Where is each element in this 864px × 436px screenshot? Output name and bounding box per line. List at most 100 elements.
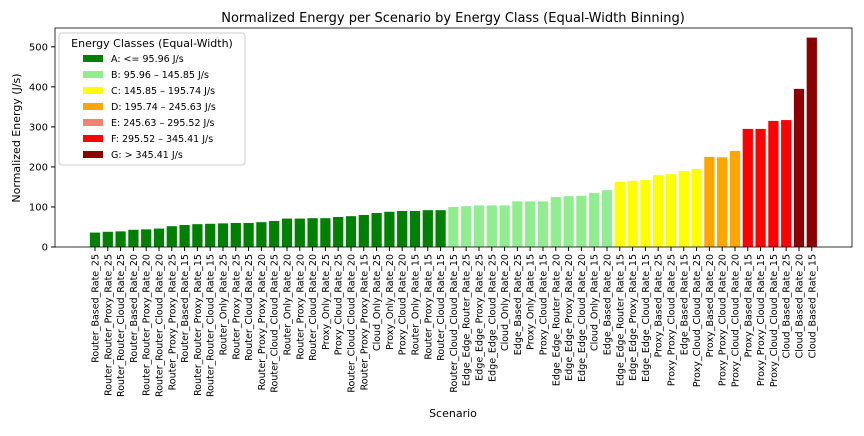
x-tick-label: Proxy_Proxy_Cloud_Rate_25 [667,254,678,386]
x-tick-label: Edge_Edge_Cloud_Rate_20 [577,254,588,382]
x-tick-label: Cloud_Based_Rate_20 [795,254,806,358]
x-tick-label: Proxy_Proxy_Cloud_Rate_20 [718,254,729,386]
bar [627,180,638,247]
x-tick-label: Edge_Edge_Proxy_Rate_15 [628,254,639,381]
bar [691,168,702,247]
bar [537,201,549,247]
bar [115,231,126,247]
y-tick-label: 300 [29,122,48,133]
legend-title: Energy Classes (Equal-Width) [71,37,233,50]
legend-swatch [83,55,103,62]
bar [243,222,254,247]
legend-box [58,32,246,166]
x-tick-label: Router_Router_Cloud_Rate_25 [116,254,127,397]
x-tick-label: Edge_Edge_Proxy_Rate_25 [475,254,486,381]
bar [742,128,753,247]
bar [422,210,433,247]
bar [345,216,357,247]
bar [653,174,664,247]
x-tick-label: Proxy_Cloud_Rate_15 [539,254,550,355]
chart-title: Normalized Energy per Scenario by Energy… [221,11,685,26]
x-tick-label: Router_Proxy_Rate_15 [423,254,434,360]
bar [614,181,625,247]
legend-swatch [83,87,103,94]
bar [179,224,190,247]
bar [601,190,613,247]
x-tick-label: Router_Router_Proxy_Rate_15 [193,254,204,396]
x-tick-label: Router_Proxy_Proxy_Rate_15 [359,254,370,390]
x-tick-label: Edge_Edge_Router_Rate_20 [551,254,562,386]
y-tick-label: 0 [42,243,48,254]
x-tick-label: Proxy_Proxy_Cloud_Rate_15 [756,254,767,386]
x-tick-label: Router_Router_Cloud_Rate_15 [206,254,217,397]
bar [499,205,510,247]
x-tick-label: Proxy_Cloud_Rate_25 [334,254,345,355]
legend-label: F: 295.52 – 345.41 J/s [111,134,213,145]
bar [269,220,280,247]
y-tick-label: 100 [29,202,48,213]
x-tick-label: Router_Proxy_Rate_20 [295,254,306,360]
bar [294,218,305,247]
x-tick-label: Proxy_Based_Rate_20 [705,254,716,357]
x-tick-label: Edge_Edge_Cloud_Rate_15 [641,254,652,382]
bar [448,206,459,247]
x-tick-label: Edge_Based_Rate_15 [679,254,690,355]
legend-label: B: 95.96 – 145.85 J/s [111,70,209,81]
x-tick-label: Edge_Edge_Proxy_Rate_20 [564,254,575,381]
bar [217,223,229,247]
bar [281,218,293,247]
bar [781,120,792,247]
bar [576,195,587,247]
x-tick-label: Router_Cloud_Cloud_Rate_25 [270,254,281,393]
x-tick-label: Router_Cloud_Rate_20 [308,254,319,361]
bar [333,216,344,247]
x-tick-label: Proxy_Only_Rate_15 [526,254,537,350]
bar [384,211,395,247]
x-axis-label: Scenario [429,407,477,420]
x-tick-label: Router_Only_Rate_15 [411,254,422,355]
bar [409,210,421,247]
bar [371,212,382,247]
x-tick-label: Edge_Edge_Cloud_Rate_25 [487,254,498,382]
bar [729,150,741,247]
x-tick-label: Router_Proxy_Rate_25 [231,254,242,360]
bar [192,224,203,247]
x-tick-label: Cloud_Only_Rate_20 [500,254,511,351]
x-tick-label: Router_Cloud_Cloud_Rate_20 [347,254,358,393]
bar [755,128,766,247]
x-tick-label: Edge_Based_Rate_20 [603,254,614,355]
bar [768,120,779,247]
bar [704,156,715,247]
bar [320,218,331,247]
x-tick-label: Router_Cloud_Rate_15 [436,254,447,361]
bar [640,180,651,247]
bar [589,192,600,247]
x-tick-label: Router_Proxy_Proxy_Rate_20 [257,254,268,390]
bar [153,228,165,247]
y-axis-label: Normalized Energy (J/s) [10,73,23,202]
plot-frame [54,27,853,248]
legend-label: C: 145.85 – 195.74 J/s [111,86,215,97]
y-tick-label: 400 [29,82,48,93]
bar [461,206,472,247]
bar [230,222,241,247]
x-tick-label: Proxy_Cloud_Cloud_Rate_25 [692,254,703,387]
x-tick-label: Cloud_Only_Rate_15 [590,254,601,351]
legend-label: E: 245.63 – 295.52 J/s [111,118,215,129]
x-tick-label: Proxy_Cloud_Cloud_Rate_15 [769,254,780,387]
bar [678,170,689,247]
x-tick-label: Proxy_Only_Rate_20 [385,254,396,350]
x-tick-label: Edge_Based_Rate_25 [513,254,524,355]
bar [486,205,497,247]
x-tick-label: Proxy_Only_Rate_25 [321,254,332,350]
x-tick-label: Cloud_Based_Rate_15 [807,254,818,358]
legend-swatch [83,103,103,110]
x-tick-label: Edge_Edge_Router_Rate_15 [615,254,626,386]
legend-label: D: 195.74 – 245.63 J/s [111,102,216,113]
legend-swatch [83,119,103,126]
legend-label: A: <= 95.96 J/s [111,54,184,65]
y-tick-label: 200 [29,162,48,173]
bar [525,201,536,247]
bar [665,174,677,247]
